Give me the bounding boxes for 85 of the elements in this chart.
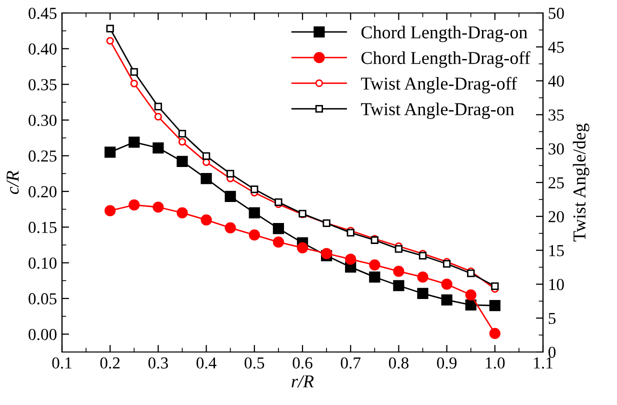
y-tick-label: 0.20 (28, 186, 57, 198)
y-tick-label: 0.45 (28, 8, 56, 20)
point (224, 190, 236, 202)
y2-tick-label: 25 (548, 177, 564, 188)
x-tick-label: 1.1 (534, 357, 552, 369)
y-tick-label: 0.00 (28, 328, 57, 340)
point (418, 252, 427, 260)
x-tick-label: 0.7 (340, 357, 361, 369)
y2-tick-label: 15 (549, 245, 564, 256)
point (272, 222, 284, 234)
legend-label: Chord Length-Drag-off (361, 51, 530, 68)
point (200, 173, 212, 184)
point (369, 272, 380, 283)
point (226, 170, 234, 178)
point (224, 222, 236, 234)
point (106, 24, 114, 32)
y2-tick-label: 30 (548, 143, 564, 155)
x-tick-label: 0.5 (244, 357, 264, 369)
y-tick-label: 0.10 (28, 257, 57, 269)
point (274, 198, 282, 206)
y2-axis-title: Twist Angle/deg (572, 124, 590, 242)
x-tick-label: 0.6 (292, 357, 312, 369)
x-tick-label: 0.3 (148, 357, 168, 369)
y2-tick-label: 35 (548, 109, 564, 121)
point (178, 138, 186, 146)
x-tick-label: 0.8 (388, 357, 408, 369)
y2-tick-label: 5 (548, 312, 556, 324)
point (345, 254, 356, 265)
point (154, 102, 162, 110)
point (465, 289, 476, 300)
y-tick-label: 0.30 (28, 114, 57, 126)
point (489, 300, 500, 312)
point (394, 245, 403, 253)
point (369, 259, 380, 270)
x-tick-label: 1.0 (486, 357, 505, 369)
point (441, 294, 452, 306)
y2-tick-label: 10 (549, 278, 564, 290)
point (296, 242, 308, 254)
point (104, 205, 116, 216)
point (152, 202, 164, 213)
x-axis-title: r/R (292, 375, 314, 388)
point (465, 299, 476, 310)
point (154, 112, 162, 121)
point (128, 199, 140, 211)
point (104, 146, 116, 158)
point (272, 236, 284, 248)
point (417, 288, 428, 300)
point (106, 36, 114, 45)
point (176, 207, 188, 218)
point (250, 185, 258, 194)
point (128, 136, 140, 148)
point (491, 282, 499, 290)
point (393, 266, 404, 277)
y2-tick-label: 45 (548, 42, 564, 53)
legend-label: Twist Angle-Drag-on (361, 102, 514, 120)
y-tick-label: 0.05 (28, 293, 56, 304)
y2-tick-label: 50 (548, 8, 564, 19)
point (130, 80, 138, 88)
y-tick-label: 0.40 (28, 43, 57, 55)
x-tick-label: 0.2 (100, 357, 120, 369)
x-tick-label: 0.9 (437, 357, 457, 369)
point (178, 130, 186, 138)
point (200, 214, 212, 226)
x-tick-label: 0.1 (52, 357, 72, 369)
x-tick-label: 0.4 (196, 357, 216, 369)
y2-tick-label: 0 (548, 346, 556, 358)
y2-tick-label: 20 (548, 211, 564, 222)
point (248, 229, 260, 241)
point (320, 248, 332, 260)
point (176, 156, 188, 167)
legend-label: Chord Length-Drag-on (361, 26, 528, 42)
legend-label: Twist Angle-Drag-off (361, 76, 518, 94)
point (441, 278, 452, 290)
y-tick-label: 0.25 (28, 150, 56, 162)
point (152, 142, 164, 154)
point (130, 68, 138, 76)
y2-tick-label: 40 (548, 76, 564, 87)
point (417, 272, 428, 283)
point (393, 280, 404, 292)
y-tick-label: 0.15 (28, 222, 56, 234)
y-tick-label: 0.35 (28, 79, 56, 90)
point (489, 328, 500, 339)
y-axis-title: c/R (6, 170, 19, 194)
point (202, 152, 210, 160)
point (248, 207, 260, 218)
